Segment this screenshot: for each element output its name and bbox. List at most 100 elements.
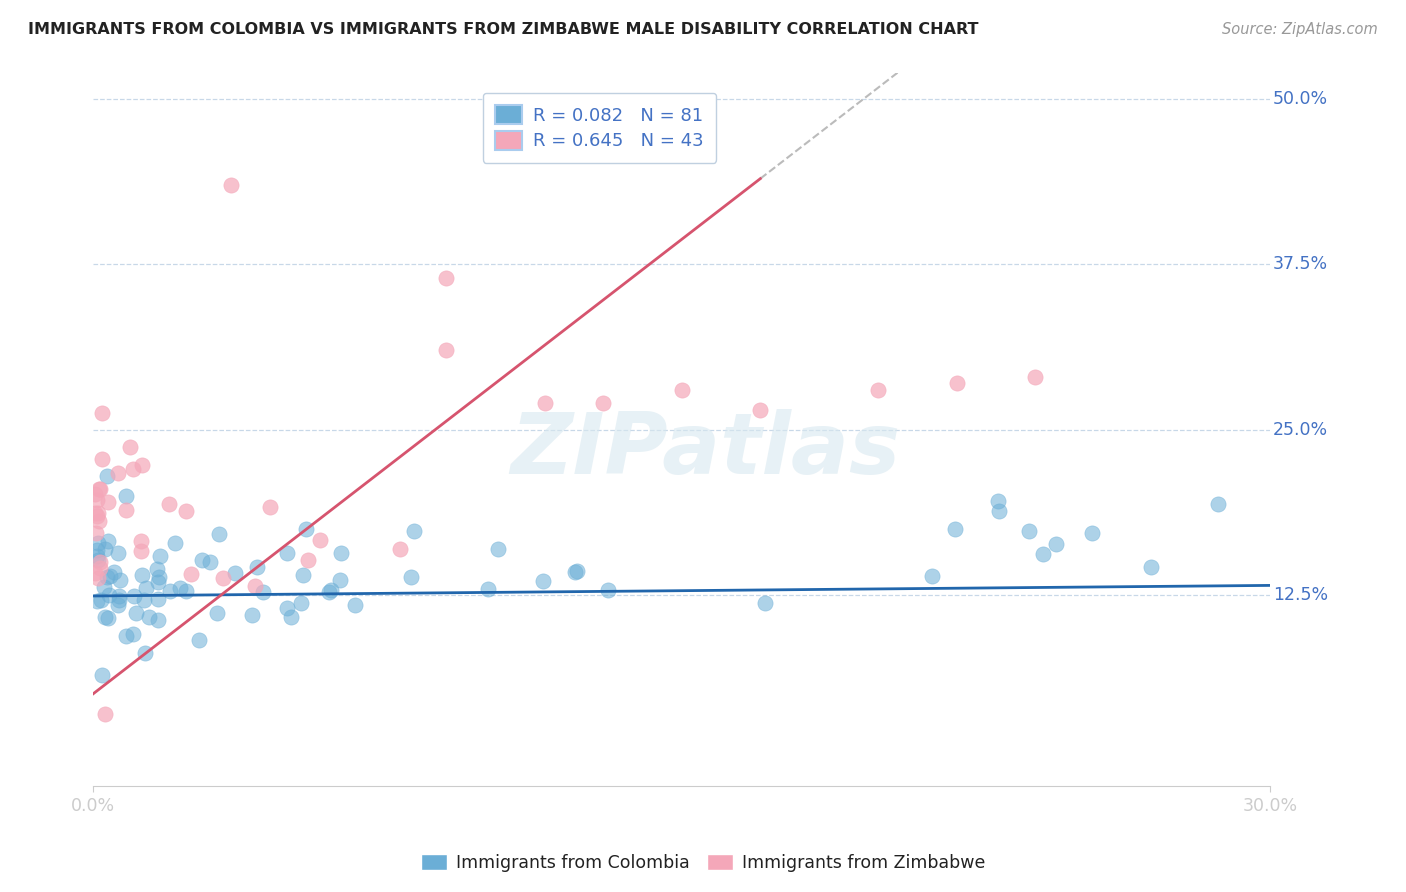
Point (1024, 369, 1046, 384)
Point (531, 574, 554, 589)
Point (329, 574, 352, 588)
Point (1045, 537, 1067, 551)
Point (399, 570, 422, 584)
Point (868, 383, 890, 397)
Text: 25.0%: 25.0% (1272, 420, 1327, 439)
Point (208, 527, 231, 541)
Point (174, 504, 197, 518)
Point (86, 553, 108, 567)
Point (107, 466, 129, 480)
Point (243, 578, 266, 592)
Point (148, 613, 170, 627)
Point (565, 565, 588, 579)
Point (114, 503, 136, 517)
Point (1018, 524, 1040, 538)
Point (146, 592, 169, 607)
Point (134, 593, 156, 607)
Point (671, 383, 693, 397)
Point (94, 541, 117, 556)
Point (115, 489, 138, 503)
Point (86, 493, 108, 508)
Point (146, 575, 169, 590)
Point (295, 522, 318, 536)
Point (212, 571, 235, 585)
Point (596, 582, 619, 597)
Point (1080, 526, 1102, 541)
Point (176, 583, 198, 598)
Point (592, 396, 614, 410)
Point (259, 500, 281, 514)
Point (318, 585, 340, 599)
Point (402, 524, 425, 539)
Point (280, 609, 302, 624)
Point (219, 178, 242, 193)
Point (135, 582, 157, 596)
Point (94, 610, 117, 624)
Point (389, 541, 412, 556)
Text: IMMIGRANTS FROM COLOMBIA VS IMMIGRANTS FROM ZIMBABWE MALE DISABILITY CORRELATION: IMMIGRANTS FROM COLOMBIA VS IMMIGRANTS F… (28, 22, 979, 37)
Point (205, 606, 228, 620)
Point (921, 569, 943, 583)
Point (180, 566, 202, 581)
Point (84, 566, 107, 581)
Point (89, 514, 111, 528)
Point (108, 589, 131, 603)
Point (86, 594, 108, 608)
Text: Source: ZipAtlas.com: Source: ZipAtlas.com (1222, 22, 1378, 37)
Point (754, 596, 776, 610)
Point (91, 406, 114, 420)
Point (148, 570, 170, 584)
Point (224, 566, 246, 581)
Point (98, 587, 121, 601)
Point (297, 552, 319, 566)
Point (157, 497, 180, 511)
Point (1206, 498, 1229, 512)
Point (129, 534, 152, 549)
Point (97, 534, 120, 549)
Legend: Immigrants from Colombia, Immigrants from Zimbabwe: Immigrants from Colombia, Immigrants fro… (415, 847, 991, 879)
Point (131, 458, 153, 472)
Point (97, 495, 120, 509)
Point (108, 593, 131, 607)
Point (987, 494, 1010, 508)
Point (108, 573, 131, 587)
Point (98, 569, 121, 583)
Point (309, 533, 332, 547)
Point (191, 553, 214, 567)
Point (96, 469, 118, 483)
Point (149, 549, 172, 563)
Point (86, 549, 108, 563)
Point (103, 566, 125, 580)
Point (1140, 559, 1163, 574)
Point (276, 601, 298, 615)
Point (122, 626, 145, 640)
Point (477, 582, 499, 596)
Text: ZIPatlas: ZIPatlas (510, 409, 900, 492)
Point (436, 270, 458, 285)
Point (292, 568, 315, 582)
Point (329, 546, 352, 560)
Point (122, 590, 145, 604)
Point (159, 583, 181, 598)
Point (343, 598, 366, 612)
Point (290, 596, 312, 610)
Point (131, 568, 153, 582)
Point (114, 629, 136, 643)
Point (120, 441, 142, 455)
Point (84, 525, 107, 540)
Point (187, 632, 209, 647)
Point (1032, 547, 1054, 561)
Point (240, 608, 263, 623)
Text: 37.5%: 37.5% (1272, 255, 1327, 274)
Point (97, 611, 120, 625)
Point (486, 542, 509, 557)
Legend: R = 0.082   N = 81, R = 0.645   N = 43: R = 0.082 N = 81, R = 0.645 N = 43 (482, 93, 717, 163)
Point (163, 536, 186, 550)
Point (945, 376, 967, 391)
Point (321, 583, 343, 598)
Point (987, 504, 1010, 518)
Point (129, 544, 152, 558)
Point (145, 562, 167, 576)
Point (533, 396, 555, 410)
Text: 12.5%: 12.5% (1272, 586, 1327, 604)
